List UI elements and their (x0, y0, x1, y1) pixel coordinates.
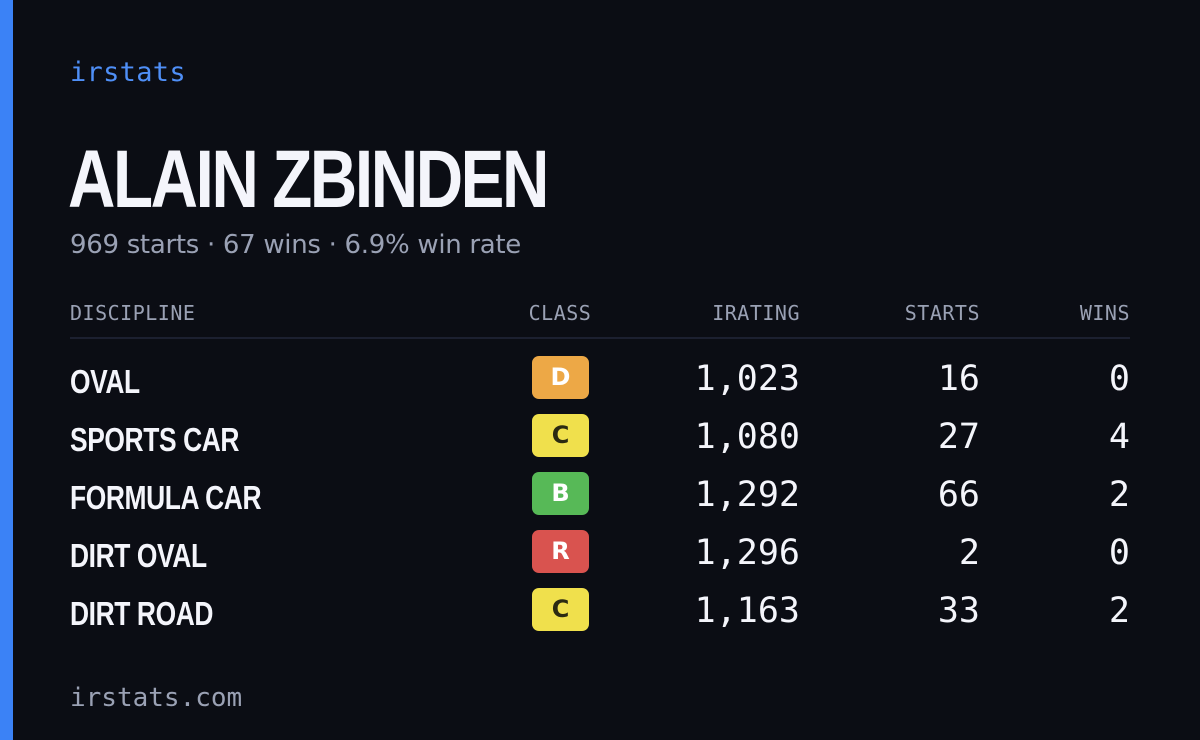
table-row: SPORTS CAR C 1,080 27 4 (70, 411, 1130, 469)
starts-value: 33 (937, 591, 980, 631)
table-row: OVAL D 1,023 16 0 (70, 353, 1130, 411)
header-class: CLASS (528, 301, 592, 325)
wins-value: 2 (1108, 591, 1130, 631)
irating-value: 1,163 (694, 591, 800, 631)
starts-value: 27 (937, 417, 980, 457)
table-header: DISCIPLINE CLASS IRATING STARTS WINS (70, 296, 1130, 339)
header-wins: WINS (1079, 301, 1130, 325)
wins-value: 4 (1108, 417, 1130, 457)
discipline-label: OVAL (70, 363, 140, 400)
table-body: OVAL D 1,023 16 0 SPORTS CAR C 1,080 27 … (70, 339, 1130, 643)
accent-bar (0, 0, 13, 740)
class-badge: R (532, 530, 589, 573)
starts-value: 2 (958, 533, 980, 573)
wins-value: 0 (1108, 533, 1130, 573)
discipline-label: FORMULA CAR (70, 479, 262, 516)
class-badge: C (532, 588, 589, 631)
wins-value: 0 (1108, 359, 1130, 399)
wins-value: 2 (1108, 475, 1130, 515)
player-name: ALAIN ZBINDEN (68, 134, 549, 225)
class-badge: B (532, 472, 589, 515)
irating-value: 1,296 (694, 533, 800, 573)
table-row: DIRT ROAD C 1,163 33 2 (70, 585, 1130, 643)
footer-url[interactable]: irstats.com (70, 683, 243, 713)
header-discipline: DISCIPLINE (70, 301, 196, 325)
discipline-label: SPORTS CAR (70, 421, 240, 458)
class-badge: D (532, 356, 589, 399)
starts-value: 16 (937, 359, 980, 399)
stats-table: DISCIPLINE CLASS IRATING STARTS WINS OVA… (70, 296, 1130, 643)
header-starts: STARTS (904, 301, 980, 325)
irating-value: 1,292 (694, 475, 800, 515)
irating-value: 1,023 (694, 359, 800, 399)
table-row: DIRT OVAL R 1,296 2 0 (70, 527, 1130, 585)
irating-value: 1,080 (694, 417, 800, 457)
discipline-label: DIRT ROAD (70, 595, 214, 632)
player-summary: 969 starts · 67 wins · 6.9% win rate (70, 230, 522, 260)
table-row: FORMULA CAR B 1,292 66 2 (70, 469, 1130, 527)
class-badge: C (532, 414, 589, 457)
brand-logo: irstats (70, 57, 186, 88)
header-irating: IRATING (712, 301, 800, 325)
discipline-label: DIRT OVAL (70, 537, 207, 574)
starts-value: 66 (937, 475, 980, 515)
